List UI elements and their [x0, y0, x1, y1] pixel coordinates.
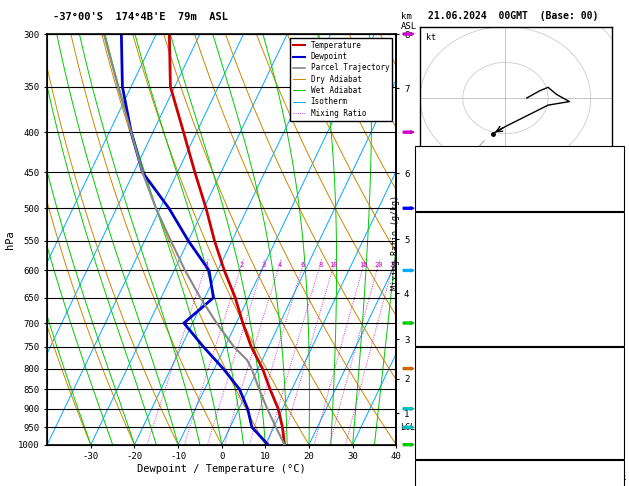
Text: 1.81: 1.81: [600, 190, 621, 199]
Text: 20: 20: [374, 262, 382, 268]
X-axis label: Dewpoint / Temperature (°C): Dewpoint / Temperature (°C): [137, 464, 306, 474]
Y-axis label: hPa: hPa: [5, 230, 15, 249]
Text: 21.06.2024  00GMT  (Base: 00): 21.06.2024 00GMT (Base: 00): [428, 11, 598, 21]
Text: 6: 6: [301, 262, 305, 268]
Text: © weatheronline.co.uk: © weatheronline.co.uk: [529, 473, 626, 482]
Text: Lifted Index: Lifted Index: [420, 398, 483, 407]
Text: 0: 0: [616, 325, 621, 334]
Text: 10.6: 10.6: [600, 243, 621, 253]
Text: Temp (°C): Temp (°C): [420, 223, 467, 232]
Text: CAPE (J): CAPE (J): [420, 305, 462, 314]
Text: 41: 41: [610, 170, 621, 179]
Text: 1005: 1005: [600, 357, 621, 366]
Text: LCL: LCL: [400, 423, 415, 433]
Text: CAPE (J): CAPE (J): [420, 418, 462, 428]
Text: 25: 25: [389, 262, 398, 268]
Text: Hodograph: Hodograph: [496, 463, 543, 472]
Text: 10: 10: [330, 262, 338, 268]
Text: kt: kt: [426, 33, 436, 42]
Text: Mixing Ratio (g/kg): Mixing Ratio (g/kg): [391, 195, 399, 291]
Text: 4: 4: [277, 262, 282, 268]
Text: -37°00'S  174°4B'E  79m  ASL: -37°00'S 174°4B'E 79m ASL: [53, 12, 228, 22]
Text: 3: 3: [261, 262, 265, 268]
Text: 6: 6: [616, 284, 621, 294]
Text: km
ASL: km ASL: [401, 12, 418, 31]
Text: 61: 61: [610, 418, 621, 428]
Text: 309: 309: [605, 378, 621, 387]
Text: Lifted Index: Lifted Index: [420, 284, 483, 294]
Text: CIN (J): CIN (J): [420, 439, 457, 448]
Text: CIN (J): CIN (J): [420, 325, 457, 334]
Text: Surface: Surface: [501, 215, 538, 224]
Text: 16: 16: [360, 262, 368, 268]
Text: -1: -1: [610, 149, 621, 158]
Text: K: K: [420, 149, 425, 158]
Text: -74: -74: [605, 471, 621, 480]
Text: EH: EH: [420, 471, 431, 480]
Text: 0: 0: [616, 439, 621, 448]
Text: PW (cm): PW (cm): [420, 190, 457, 199]
Text: θₑ(K): θₑ(K): [420, 264, 447, 273]
Text: Totals Totals: Totals Totals: [420, 170, 489, 179]
Text: 6: 6: [616, 398, 621, 407]
Legend: Temperature, Dewpoint, Parcel Trajectory, Dry Adiabat, Wet Adiabat, Isotherm, Mi: Temperature, Dewpoint, Parcel Trajectory…: [290, 38, 392, 121]
Text: 309: 309: [605, 264, 621, 273]
Text: 8: 8: [318, 262, 322, 268]
Text: Dewp (°C): Dewp (°C): [420, 243, 467, 253]
Text: 2: 2: [240, 262, 244, 268]
Text: 14.4: 14.4: [600, 223, 621, 232]
Text: Most Unstable: Most Unstable: [484, 349, 555, 358]
Text: Pressure (mb): Pressure (mb): [420, 357, 489, 366]
Text: 61: 61: [610, 305, 621, 314]
Text: 1: 1: [204, 262, 208, 268]
Text: θₑ (K): θₑ (K): [420, 378, 452, 387]
